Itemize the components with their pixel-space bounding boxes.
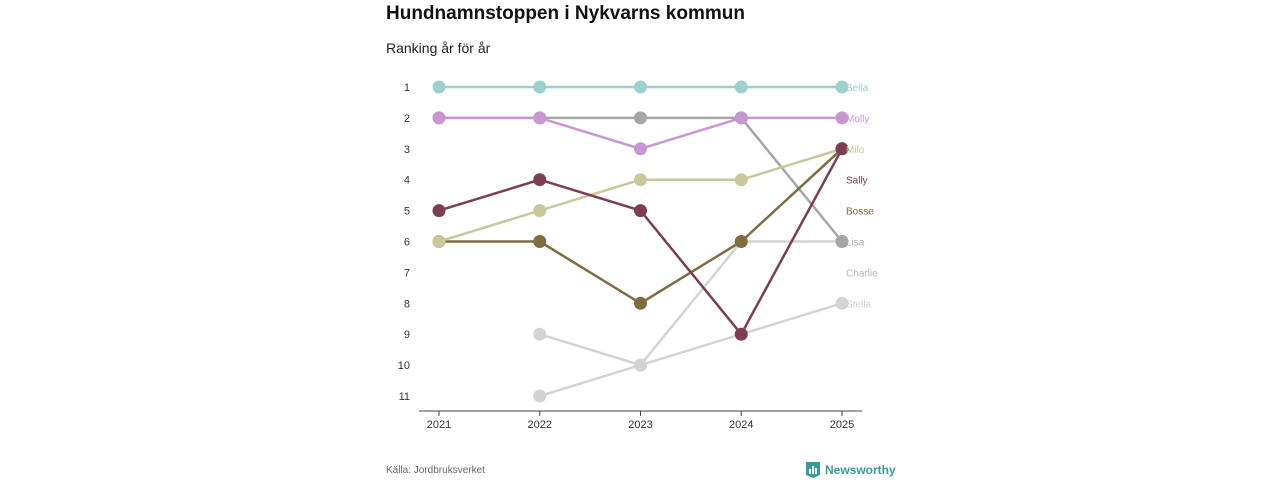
data-point-stella (634, 358, 647, 372)
series-label-sally: Sally (846, 176, 868, 187)
data-point-milo (533, 204, 547, 218)
x-axis: 2021 2022 2023 2024 2025 (419, 410, 862, 431)
y-axis-ticks: 1 2 3 4 5 6 7 8 9 10 11 (398, 82, 410, 403)
data-point-bella (835, 80, 849, 94)
data-point-bella (533, 80, 547, 94)
series-label-bosse: Bosse (846, 207, 874, 218)
data-point-charlie (533, 327, 547, 341)
data-point-bosse (734, 235, 748, 248)
series-label-lisa: Lisa (846, 238, 865, 249)
source-note: Källa: Jordbruksverket (386, 465, 485, 476)
x-tick-label: 2024 (729, 419, 753, 431)
x-tick-label: 2025 (830, 419, 854, 431)
y-tick-label: 8 (404, 298, 410, 310)
data-point-milo (734, 173, 748, 187)
data-point-sally (835, 142, 849, 156)
series-labels: Bella Molly Milo Sally Bosse Lisa Charlie Stell… (846, 83, 878, 310)
data-point-sally (734, 327, 748, 341)
data-point-milo (432, 235, 446, 248)
data-point-bella (634, 80, 647, 94)
y-tick-label: 3 (404, 144, 410, 156)
y-tick-label: 6 (404, 237, 410, 249)
data-point-sally (432, 204, 446, 218)
x-tick-label: 2023 (628, 419, 652, 431)
data-point-stella (835, 296, 849, 310)
brand-logo[interactable]: Newsworthy (806, 462, 896, 478)
series-points (432, 80, 849, 403)
y-tick-label: 5 (404, 206, 410, 218)
series-label-charlie: Charlie (846, 268, 878, 279)
y-tick-label: 11 (399, 391, 410, 403)
data-point-bosse (634, 296, 647, 310)
data-point-molly (432, 111, 446, 125)
series-line-charlie (539, 240, 842, 367)
y-tick-label: 2 (404, 113, 410, 125)
chart-subtitle: Ranking år för år (386, 40, 491, 56)
data-point-molly (835, 111, 849, 125)
x-tick-label: 2022 (528, 419, 552, 431)
data-point-bosse (533, 235, 547, 248)
data-point-milo (634, 173, 647, 187)
series-label-stella: Stella (846, 299, 871, 310)
series-line-bosse (439, 147, 843, 305)
data-point-sally (634, 204, 647, 218)
data-point-molly (533, 111, 547, 125)
y-tick-label: 4 (404, 175, 410, 187)
series-lines (438, 85, 844, 398)
y-tick-label: 7 (404, 267, 410, 279)
x-tick-label: 2021 (427, 419, 451, 431)
data-point-lisa (634, 111, 647, 125)
data-point-molly (634, 142, 647, 156)
data-point-stella (533, 389, 547, 403)
series-label-bella: Bella (846, 83, 869, 94)
y-tick-label: 9 (404, 329, 410, 341)
series-line-stella (539, 302, 843, 398)
data-point-molly (734, 111, 748, 125)
data-point-bella (734, 80, 748, 94)
data-point-lisa (835, 235, 849, 248)
series-line-milo (438, 147, 843, 243)
y-tick-label: 1 (404, 82, 410, 94)
y-tick-label: 10 (398, 360, 410, 372)
data-point-sally (533, 173, 547, 187)
data-point-bella (432, 80, 446, 94)
chart-title: Hundnamnstoppen i Nykvarns kommun (386, 3, 745, 24)
series-label-molly: Molly (846, 114, 869, 125)
series-label-milo: Milo (846, 145, 865, 156)
brand-name: Newsworthy (825, 463, 896, 477)
bar-chart-icon (806, 462, 820, 478)
